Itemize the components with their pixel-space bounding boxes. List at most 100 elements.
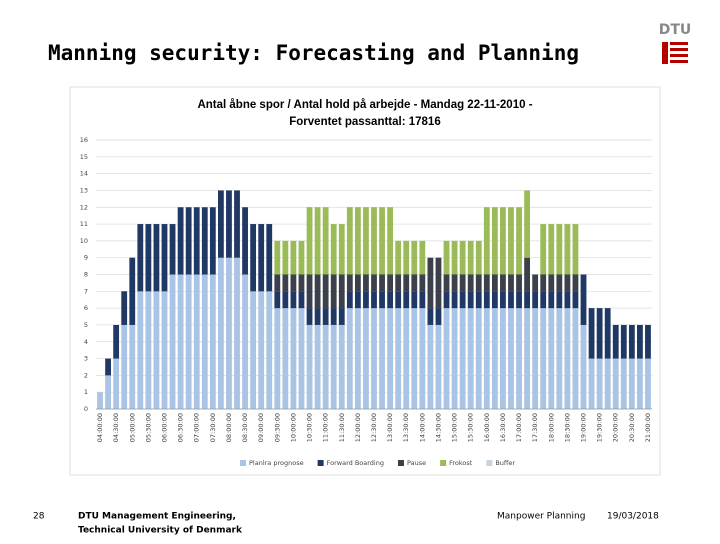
bar-segment (387, 207, 394, 275)
bar-segment (596, 358, 603, 409)
bar-segment (548, 224, 555, 275)
bar-segment (242, 274, 248, 409)
bar-segment (282, 291, 289, 309)
bar-segment (322, 207, 329, 275)
bar-segment (242, 207, 248, 275)
bar-segment (193, 274, 200, 409)
bar-segment (314, 274, 321, 309)
footer-org: Technical University of Denmark (78, 526, 243, 536)
x-tick-label: 14:00:00 (418, 413, 426, 442)
legend-label: Forward Boarding (327, 459, 384, 467)
bar-segment (532, 308, 539, 409)
logo-bar (670, 60, 688, 63)
bar-segment (524, 190, 531, 258)
slide-title: Manning security: Forecasting and Planni… (48, 41, 579, 65)
bar-segment (540, 308, 547, 409)
x-tick-label: 07:00:00 (193, 413, 201, 442)
bar-segment (274, 240, 281, 275)
y-tick-label: 4 (84, 338, 88, 346)
bar-segment (387, 291, 394, 309)
bar-segment (564, 274, 571, 292)
bar-segment (588, 308, 595, 359)
y-tick-label: 13 (80, 186, 88, 194)
bar-segment (403, 291, 410, 309)
bar-segment (500, 274, 506, 292)
bar-segment (475, 240, 482, 275)
bar-segment (427, 324, 434, 409)
bar-segment (435, 324, 442, 409)
bar-segment (395, 274, 402, 292)
bar-segment (604, 358, 611, 409)
bar-segment (274, 308, 281, 409)
legend-label: Buffer (495, 459, 515, 467)
bar-segment (500, 291, 506, 309)
bar-segment (604, 308, 611, 359)
x-tick-label: 09:00:00 (257, 413, 265, 442)
legend-label: Pause (407, 459, 426, 467)
bar-segment (234, 257, 240, 409)
x-tick-label: 16:30:00 (499, 413, 507, 442)
y-tick-label: 7 (84, 287, 88, 295)
bar-segment (467, 274, 474, 292)
bar-segment (467, 240, 474, 275)
bar-segment (459, 240, 466, 275)
bar-segment (475, 291, 482, 309)
bar-segment (226, 257, 232, 409)
bar-segment (217, 257, 224, 409)
logo-text: DTU (659, 22, 692, 38)
bar-segment (556, 274, 563, 292)
bar-segment (645, 358, 651, 409)
bar-segment (475, 274, 482, 292)
bar-segment (411, 291, 418, 309)
bar-segment (580, 324, 587, 409)
bar-segment (451, 274, 458, 292)
legend-swatch (440, 460, 447, 466)
bar-segment (371, 274, 377, 292)
bar-segment (451, 240, 458, 275)
x-tick-label: 18:30:00 (563, 413, 571, 442)
bar-segment (548, 274, 555, 292)
bar-segment (137, 291, 144, 409)
bar-segment (177, 207, 184, 275)
bar-segment (516, 274, 522, 292)
y-tick-label: 5 (84, 321, 88, 329)
bar-segment (403, 308, 410, 409)
y-tick-label: 0 (84, 405, 88, 413)
bar-segment (129, 324, 136, 409)
bar-segment (419, 240, 426, 275)
x-tick-label: 10:30:00 (306, 413, 314, 442)
y-tick-label: 10 (80, 237, 88, 245)
bar-segment (548, 291, 555, 309)
bar-segment (483, 308, 490, 409)
bar-segment (153, 291, 160, 409)
x-tick-label: 19:00:00 (580, 413, 588, 442)
bar-segment (169, 274, 176, 409)
bar-segment (491, 291, 498, 309)
bar-segment (105, 358, 111, 376)
bar-segment (612, 324, 619, 359)
bar-segment (483, 291, 490, 309)
x-tick-label: 13:30:00 (402, 413, 410, 442)
bar-segment (524, 308, 531, 409)
chart-title: Antal åbne spor / Antal hold på arbejde … (197, 99, 532, 111)
y-tick-label: 16 (80, 136, 88, 144)
footer-topic: Manpower Planning (497, 512, 585, 522)
bar-segment (346, 207, 353, 275)
bar-segment (379, 207, 385, 275)
bar-segment (282, 274, 289, 292)
bar-segment (612, 358, 619, 409)
y-tick-label: 8 (84, 271, 88, 279)
bar-segment (250, 291, 257, 409)
bar-segment (540, 224, 547, 275)
bar-segment (564, 291, 571, 309)
bar-segment (387, 274, 394, 292)
legend-label: Planlra prognose (249, 459, 304, 467)
bar-segment (330, 308, 337, 325)
bar-segment (226, 190, 232, 258)
bar-segment (282, 240, 289, 275)
bar-segment (411, 240, 418, 275)
bar-segment (403, 274, 410, 292)
bar-segment (234, 190, 240, 258)
bar-segment (532, 274, 539, 292)
